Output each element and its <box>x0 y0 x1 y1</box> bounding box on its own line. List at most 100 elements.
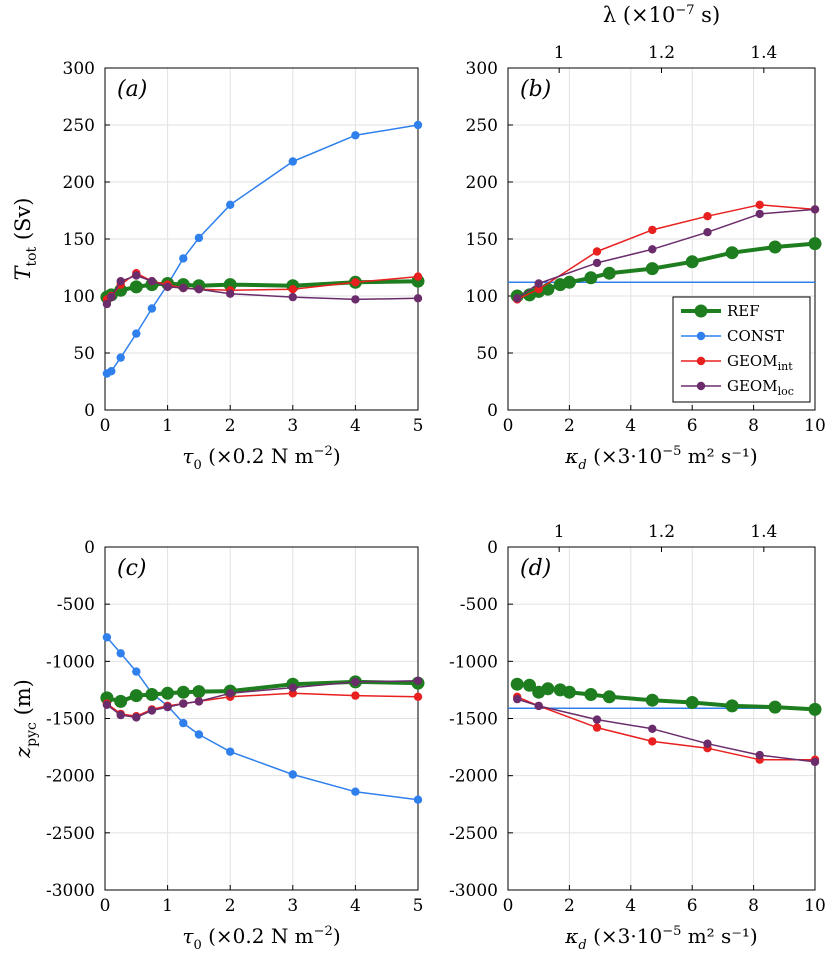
data-point-geom_loc <box>513 694 522 704</box>
y-tick-label: 200 <box>466 173 498 193</box>
data-point-geom_loc <box>102 299 112 309</box>
data-point-geom_int <box>648 225 657 235</box>
y-axis-label-symbol: T <box>11 265 35 281</box>
x-tick-label: 4 <box>625 896 636 916</box>
legend-label: CONST <box>727 327 784 345</box>
data-point-geom_loc <box>147 277 157 286</box>
x-tick-label: 0 <box>100 416 111 436</box>
legend-label-main: GEOM <box>727 377 778 395</box>
data-point-ref <box>808 237 822 251</box>
panel-label: (b) <box>520 77 551 102</box>
data-point-ref <box>808 702 822 716</box>
data-point-const <box>351 787 360 796</box>
y-tick-label: -500 <box>460 595 498 615</box>
x-tick-label: 1 <box>162 896 173 916</box>
data-point-ref <box>192 685 206 699</box>
x-tick-label: 2 <box>564 416 575 436</box>
x-axis-label-sup: −5 <box>662 924 681 939</box>
x-axis-label-symbol: τ <box>182 924 194 948</box>
legend-swatch-marker <box>694 304 708 318</box>
panel-label: (a) <box>117 77 147 102</box>
data-point-ref <box>768 240 782 254</box>
x-axis-label-symbol: τ <box>182 444 194 468</box>
x-tick-label: 8 <box>748 416 759 436</box>
data-point-geom_int <box>413 272 423 281</box>
x-axis-label-end: ) <box>333 444 341 468</box>
data-point-ref <box>114 694 128 708</box>
y-tick-label: 300 <box>466 59 498 79</box>
data-point-geom_int <box>413 692 423 701</box>
legend-label-main: GEOM <box>727 352 778 370</box>
data-point-geom_loc <box>592 715 602 724</box>
data-point-geom_loc <box>147 706 157 715</box>
legend-swatch-marker <box>696 356 706 366</box>
x-axis-label: τ0 (×0.2 N m−2) <box>182 444 340 473</box>
data-point-ref <box>685 696 699 709</box>
data-point-ref <box>510 677 524 691</box>
data-point-geom_loc <box>132 713 141 722</box>
y-axis-label-main: (Sv) <box>11 197 35 246</box>
y-tick-label: -1500 <box>46 710 95 730</box>
data-point-ref <box>602 690 616 704</box>
x-tick-label: 2 <box>225 896 236 916</box>
data-point-ref <box>176 685 190 699</box>
x-tick-label: 10 <box>804 896 826 916</box>
y-tick-label: -2000 <box>449 767 498 787</box>
y-tick-label: -2000 <box>46 767 95 787</box>
chart-panel-c: 0 1 2 3 4 5 -3000 -2500 -2000 -1500 -1000 -500 0 (c) τ… <box>11 538 425 953</box>
x-tick-label: 2 <box>564 896 575 916</box>
y-tick-label: 250 <box>63 116 95 136</box>
data-point-ref <box>562 275 576 289</box>
data-point-const <box>102 633 112 642</box>
legend-label: REF <box>727 302 760 320</box>
y-axis-label: Ttot (Sv) <box>11 197 40 280</box>
y-tick-label: -1500 <box>449 710 498 730</box>
data-point-ref <box>725 246 739 260</box>
panel-label: (d) <box>520 556 551 581</box>
y-tick-label: -2500 <box>46 824 95 844</box>
data-point-ref <box>768 700 782 714</box>
data-point-geom_loc <box>116 710 125 720</box>
data-point-geom_loc <box>194 697 204 706</box>
data-point-geom_loc <box>194 285 204 294</box>
y-axis-label: zpyc (m) <box>11 679 40 759</box>
legend-swatch-marker <box>696 381 706 391</box>
y-tick-label: 100 <box>466 287 498 307</box>
x-axis-label: κd (×3·10−5 m² s⁻¹) <box>564 924 757 953</box>
data-point-geom_loc <box>226 289 235 298</box>
top-x-axis-label-main: λ (×10 <box>603 3 676 27</box>
data-point-ref <box>541 682 555 696</box>
data-point-geom_loc <box>116 277 125 286</box>
y-tick-label: -1000 <box>46 652 95 672</box>
data-point-const <box>116 353 125 362</box>
data-point-geom_int <box>592 247 602 256</box>
y-axis-label-symbol: z <box>11 746 35 759</box>
data-point-geom_loc <box>810 205 820 214</box>
x-axis-label-sup: −2 <box>314 444 333 459</box>
chart-panel-d: 0 2 4 6 8 10 -3000 -2500 -2000 -1500 -1000 -500 0 1 1.… <box>449 522 826 953</box>
top-x-tick-label: 1 <box>554 522 565 542</box>
data-point-geom_loc <box>755 750 764 760</box>
data-point-ref <box>129 280 143 294</box>
series-line-const <box>106 124 419 375</box>
y-tick-label: 200 <box>63 173 95 193</box>
data-point-ref <box>584 271 598 285</box>
x-tick-label: 4 <box>350 896 361 916</box>
data-point-geom_loc <box>351 295 360 304</box>
x-tick-label: 4 <box>350 416 361 436</box>
legend-label-sub: int <box>778 360 794 373</box>
data-point-ref <box>645 693 659 707</box>
x-tick-label: 5 <box>413 416 424 436</box>
x-tick-label: 3 <box>287 896 298 916</box>
data-point-geom_loc <box>288 683 297 692</box>
data-point-geom_int <box>703 212 712 221</box>
data-point-ref <box>602 266 616 280</box>
data-point-geom_loc <box>351 677 360 687</box>
x-axis-label-sub: 0 <box>193 938 201 953</box>
top-x-tick-label: 1 <box>554 43 565 63</box>
y-tick-label: -500 <box>57 595 95 615</box>
data-point-geom_loc <box>132 271 141 280</box>
data-point-ref <box>145 688 159 701</box>
data-point-ref <box>645 262 659 276</box>
